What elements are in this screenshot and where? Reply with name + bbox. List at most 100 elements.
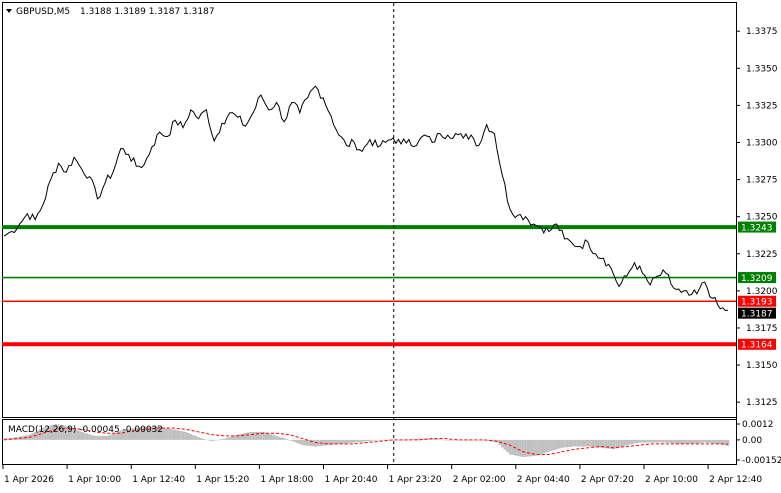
macd-histogram-bar (716, 439, 719, 444)
macd-signal-line (3, 427, 729, 455)
macd-histogram-bar (558, 439, 561, 449)
macd-histogram-bar (106, 435, 110, 440)
macd-histogram-bar (80, 431, 84, 440)
macd-histogram-bar (329, 439, 333, 445)
macd-histogram-bar (532, 439, 535, 457)
macd-histogram-bar (482, 439, 486, 441)
macd-histogram-bar (77, 430, 81, 440)
macd-histogram-bar (436, 439, 439, 440)
price-tick-label: 1.3350 (746, 64, 778, 74)
macd-histogram-bar (664, 439, 668, 443)
macd-tick-label: -0.00152 (742, 456, 781, 466)
macd-histogram-bar (705, 439, 709, 443)
price-tag-box (738, 272, 776, 284)
time-tick-label: 2 Apr 02:00 (453, 475, 506, 485)
symbol-label: GBPUSD,M5 (16, 7, 70, 17)
macd-histogram-bar (547, 439, 551, 452)
macd-histogram-bar (220, 439, 224, 440)
macd-histogram-bar (186, 433, 190, 440)
macd-histogram-bar (402, 439, 405, 441)
macd-histogram-bar (72, 428, 76, 440)
macd-histogram-bar (386, 439, 390, 441)
macd-histogram-bar (529, 439, 533, 457)
macd-histogram-bar (500, 439, 504, 448)
macd-histogram-bar (552, 439, 556, 451)
macd-histogram-bar (381, 439, 385, 441)
macd-histogram-bar (368, 439, 372, 441)
price-tick-label: 1.3200 (746, 287, 778, 297)
macd-histogram-bar (648, 439, 652, 443)
macd-histogram-bar (363, 439, 367, 442)
time-tick-label: 2 Apr 10:00 (645, 475, 698, 485)
macd-histogram-bar (721, 439, 725, 445)
macd-histogram-bar (275, 435, 278, 440)
macd-histogram-bar (589, 439, 592, 447)
macd-histogram-bar (656, 439, 660, 443)
macd-histogram-bar (711, 439, 714, 444)
macd-histogram-bar (158, 426, 161, 440)
macd-histogram-bar (700, 439, 704, 443)
macd-histogram-bar (241, 433, 245, 440)
macd-histogram-bar (31, 433, 34, 440)
macd-histogram-bar (257, 431, 260, 440)
macd-histogram-bar (83, 432, 86, 440)
macd-histogram-bar (173, 429, 177, 440)
macd-histogram-bar (355, 439, 359, 443)
macd-histogram-bar (2, 438, 6, 440)
macd-histogram-bar (314, 439, 317, 447)
macd-histogram-bar (137, 427, 141, 440)
macd-histogram-bar (116, 431, 120, 440)
macd-histogram-bar (36, 430, 40, 440)
macd-histogram-bar (228, 436, 232, 440)
macd-histogram-bar (98, 435, 102, 440)
macd-histogram-bar (259, 431, 263, 440)
macd-histogram-bar (633, 439, 636, 444)
macd-histogram-bar (708, 439, 712, 444)
macd-histogram-bar (692, 439, 696, 444)
time-tick-label: 1 Apr 23:20 (389, 475, 442, 485)
macd-histogram-bar (345, 439, 348, 444)
macd-histogram-bar (407, 439, 411, 441)
macd-histogram-bar (119, 430, 123, 440)
macd-histogram-bar (643, 439, 647, 443)
macd-histogram-bar (511, 439, 514, 455)
macd-histogram-bar (563, 439, 566, 448)
macd-histogram-bar (246, 432, 250, 440)
macd-histogram-bar (5, 438, 8, 440)
macd-histogram-bar (651, 439, 655, 443)
macd-histogram-bar (70, 427, 73, 440)
macd-histogram-bar (244, 433, 247, 440)
macd-histogram-bar (15, 437, 19, 440)
macd-histogram-bar (321, 439, 325, 446)
macd-histogram-bar (586, 439, 590, 447)
macd-histogram-bar (430, 438, 434, 440)
macd-histogram-bar (194, 436, 198, 440)
macd-histogram-bar (703, 439, 706, 443)
macd-histogram-bar (669, 439, 673, 444)
macd-histogram-bar (596, 439, 600, 448)
macd-histogram-bar (373, 439, 377, 441)
macd-histogram-bar (545, 439, 548, 453)
macd-histogram-bar (163, 427, 167, 440)
macd-histogram-bar (347, 439, 351, 444)
macd-histogram-bar (376, 439, 379, 441)
macd-histogram-bar (726, 439, 730, 446)
macd-histogram-bar (101, 435, 104, 440)
dropdown-triangle-icon[interactable] (6, 9, 12, 13)
macd-histogram-bar (269, 434, 273, 440)
macd-histogram-bar (135, 427, 138, 440)
macd-histogram-bar (334, 439, 338, 445)
price-tick-label: 1.3375 (746, 27, 778, 37)
macd-histogram-bar (695, 439, 699, 444)
macd-histogram-bar (59, 425, 63, 440)
macd-histogram-bar (555, 439, 559, 450)
macd-histogram-bar (454, 439, 457, 441)
macd-histogram-bar (524, 439, 527, 457)
macd-histogram-bar (539, 439, 543, 455)
time-tick-label: 2 Apr 04:40 (517, 475, 570, 485)
macd-histogram-bar (446, 439, 450, 441)
macd-histogram-bar (62, 425, 65, 440)
macd-histogram-bar (225, 437, 229, 440)
